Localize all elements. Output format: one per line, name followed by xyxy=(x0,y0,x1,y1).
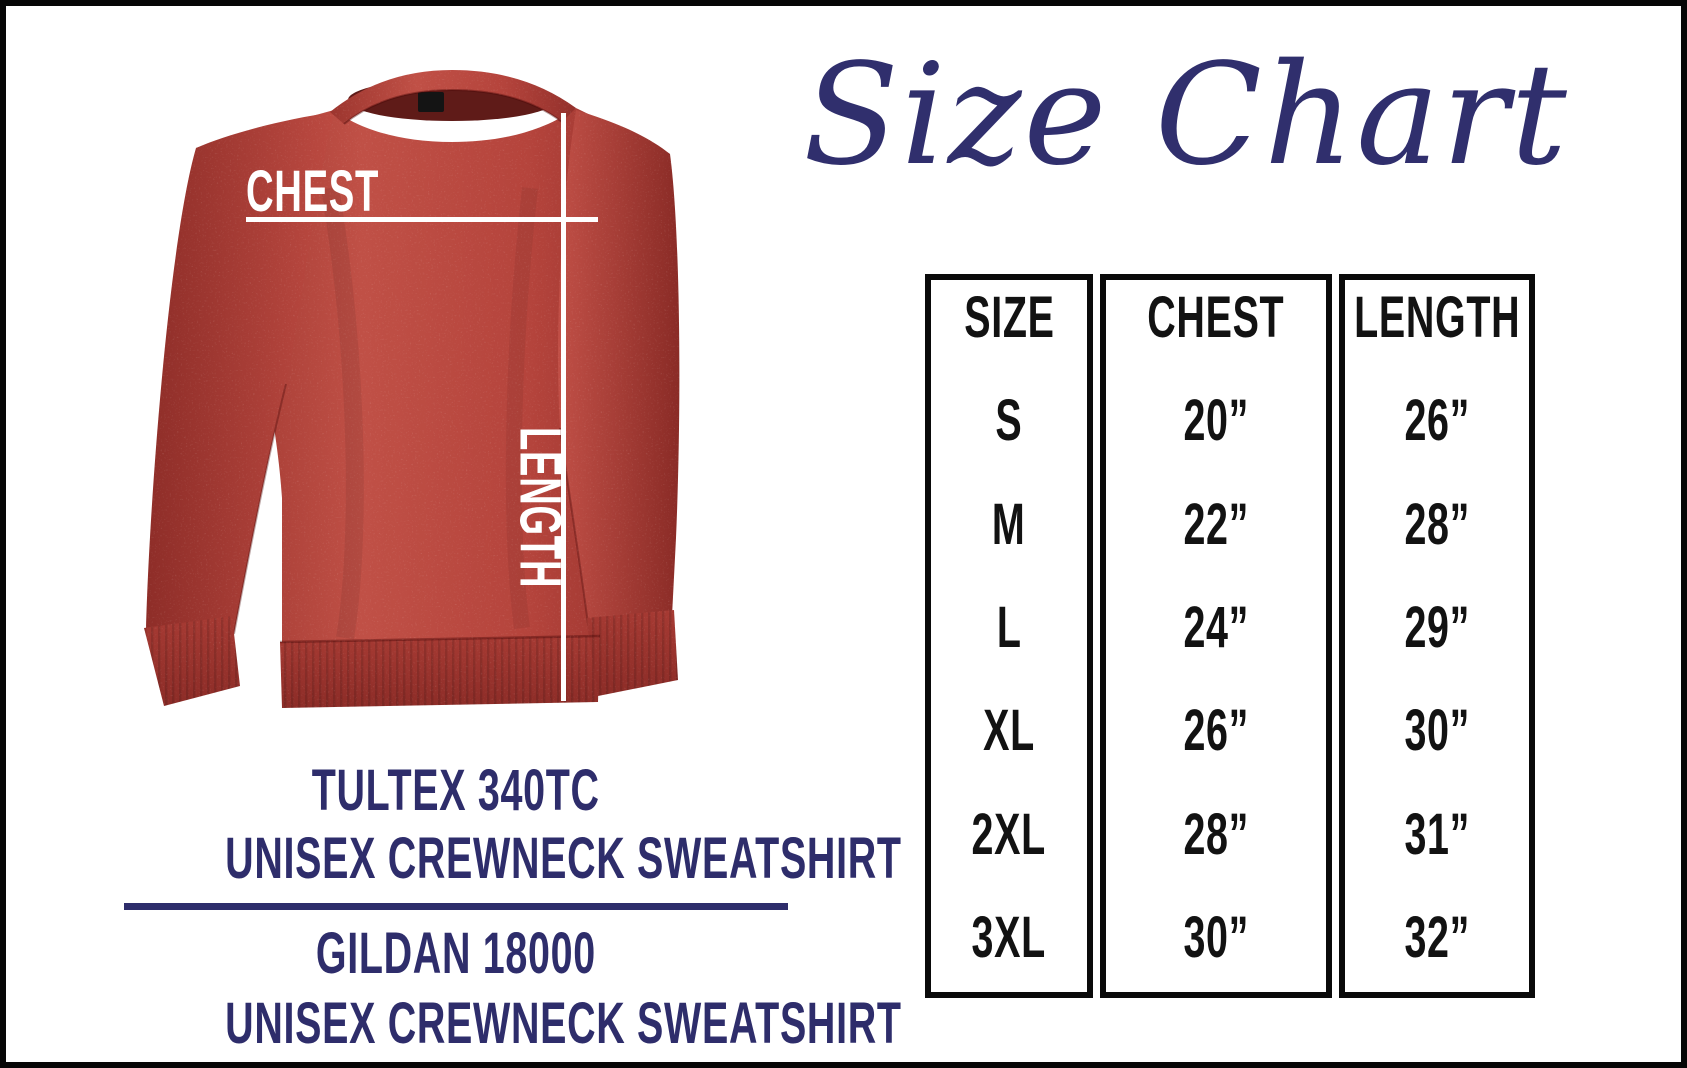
length-value: 28” xyxy=(1404,491,1470,557)
length-value: 26” xyxy=(1404,388,1470,454)
size-value: XL xyxy=(983,698,1035,764)
column-header: LENGTH xyxy=(1353,285,1521,350)
length-measure-line xyxy=(561,113,566,701)
product-brand-2-text: GILDAN 18000 xyxy=(316,921,596,986)
size-table-column-size: SIZE S M L XL 2XL 3XL xyxy=(925,274,1093,998)
chest-measure-label: CHEST xyxy=(246,158,448,225)
length-value: 30” xyxy=(1404,698,1470,764)
sweatshirt-shapes xyxy=(144,70,680,708)
column-header: CHEST xyxy=(1147,285,1285,350)
product-divider-line xyxy=(124,903,788,910)
length-value: 29” xyxy=(1404,595,1470,661)
column-header: SIZE xyxy=(963,285,1055,350)
size-value: S xyxy=(995,388,1023,454)
product-brand-1: TULTEX 340TC xyxy=(66,757,846,824)
size-table-column-chest: CHEST 20” 22” 24” 26” 28” 30” xyxy=(1100,274,1332,998)
sweatshirt-photo xyxy=(144,70,680,708)
size-value: 2XL xyxy=(971,801,1047,867)
size-table: SIZE S M L XL 2XL 3XL CHEST 20” 22” 24” … xyxy=(925,274,1535,998)
chest-value: 28” xyxy=(1183,801,1249,867)
chest-value: 24” xyxy=(1183,595,1249,661)
length-label-text: LENGTH xyxy=(507,426,573,588)
length-value: 31” xyxy=(1404,801,1470,867)
chest-value: 22” xyxy=(1183,491,1249,557)
chest-value: 30” xyxy=(1183,905,1249,971)
chest-measure-line xyxy=(246,217,598,222)
size-table-column-length: LENGTH 26” 28” 29” 30” 31” 32” xyxy=(1339,274,1535,998)
chest-label-text: CHEST xyxy=(246,159,380,224)
length-value: 32” xyxy=(1404,905,1470,971)
collar-tag xyxy=(418,92,444,112)
product-desc-1-text: UNISEX CREWNECK SWEATSHIRT xyxy=(225,826,902,891)
product-desc-2-text: UNISEX CREWNECK SWEATSHIRT xyxy=(225,991,902,1056)
chest-value: 26” xyxy=(1183,698,1249,764)
product-desc-2: UNISEX CREWNECK SWEATSHIRT xyxy=(66,990,901,1057)
page-title: Size Chart xyxy=(803,34,1569,197)
size-value: L xyxy=(996,595,1022,661)
product-brand-2: GILDAN 18000 xyxy=(66,920,846,987)
product-brand-1-text: TULTEX 340TC xyxy=(312,758,600,823)
size-value: M xyxy=(992,491,1026,557)
size-value: 3XL xyxy=(971,905,1047,971)
product-desc-1: UNISEX CREWNECK SWEATSHIRT xyxy=(66,825,901,892)
chest-value: 20” xyxy=(1183,388,1249,454)
